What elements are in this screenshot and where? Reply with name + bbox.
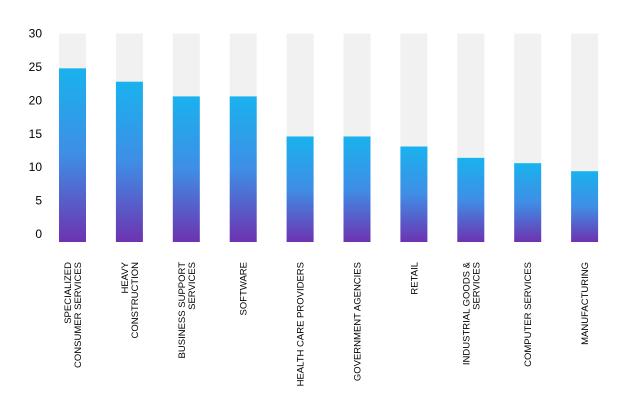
- x-tick-label: BUSINESS SUPPORT: [177, 262, 188, 359]
- bar: [59, 68, 86, 242]
- y-axis: 0 5 10 15 20 25 30: [29, 27, 43, 241]
- x-category-label: INDUSTRIAL GOODS & SERVICES: [461, 261, 482, 365]
- x-tick-label: CONSUMER SERVICES: [73, 262, 84, 368]
- y-tick-label: 20: [29, 93, 43, 107]
- x-tick-label: MANUFACTURING: [580, 262, 591, 345]
- x-category-label: GOVERNMENT AGENCIES: [353, 262, 364, 381]
- bar: [172, 96, 200, 242]
- x-tick-label: INDUSTRIAL GOODS &: [461, 261, 472, 365]
- bars: [59, 33, 599, 242]
- x-category-label: COMPUTER SERVICES: [523, 262, 534, 367]
- y-tick-label: 15: [29, 127, 43, 141]
- x-category-label: RETAIL: [409, 262, 420, 295]
- x-tick-label: SPECIALIZED: [63, 262, 74, 324]
- x-tick-label: HEAVY: [120, 261, 131, 293]
- x-tick-label: SERVICES: [471, 262, 482, 310]
- bar: [286, 136, 314, 242]
- y-tick-label: 10: [29, 160, 43, 174]
- bar: [229, 96, 257, 242]
- x-category-label: MANUFACTURING: [580, 262, 591, 345]
- x-category-label: SOFTWARE: [239, 262, 250, 315]
- bar: [400, 146, 428, 242]
- y-tick-label: 25: [29, 60, 43, 74]
- x-category-label: BUSINESS SUPPORT SERVICES: [177, 262, 198, 359]
- bar: [514, 163, 542, 242]
- x-tick-label: GOVERNMENT AGENCIES: [353, 262, 364, 381]
- bar: [115, 81, 143, 242]
- y-tick-label: 0: [35, 227, 42, 241]
- x-tick-label: RETAIL: [409, 262, 420, 295]
- y-tick-label: 5: [35, 194, 42, 208]
- x-tick-label: SERVICES: [187, 262, 198, 310]
- x-category-label: SPECIALIZED CONSUMER SERVICES: [63, 262, 84, 368]
- bar: [343, 136, 371, 242]
- x-tick-label: CONSTRUCTION: [130, 262, 141, 339]
- x-tick-label: SOFTWARE: [239, 262, 250, 315]
- x-tick-label: COMPUTER SERVICES: [523, 262, 534, 367]
- x-axis: SPECIALIZED CONSUMER SERVICES HEAVY CONSTRU…: [63, 261, 591, 386]
- x-tick-label: HEALTH CARE PROVIDERS: [296, 262, 307, 386]
- bar: [571, 171, 599, 242]
- x-category-label: HEALTH CARE PROVIDERS: [296, 262, 307, 386]
- bar: [457, 157, 485, 242]
- y-tick-label: 30: [29, 27, 43, 41]
- x-category-label: HEAVY CONSTRUCTION: [120, 261, 141, 338]
